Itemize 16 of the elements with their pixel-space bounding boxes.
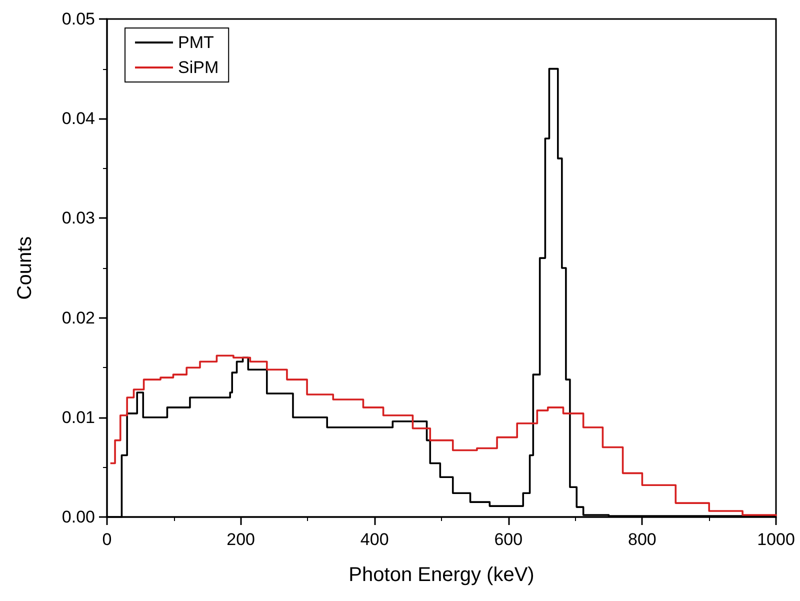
y-tick-label: 0.05	[62, 10, 95, 28]
x-axis-title: Photon Energy (keV)	[348, 564, 534, 586]
legend-label: SiPM	[178, 58, 219, 77]
legend-label: PMT	[178, 33, 214, 52]
y-tick-label: 0.03	[62, 208, 95, 228]
x-tick-label: 600	[494, 530, 523, 549]
y-tick-label: 0.00	[62, 508, 95, 526]
y-tick-label: 0.04	[62, 109, 95, 128]
x-tick-label: 1000	[757, 530, 795, 549]
x-tick-label: 0	[102, 530, 112, 549]
x-tick-label: 800	[628, 530, 656, 549]
y-tick-label: 0.02	[62, 308, 95, 328]
y-axis-title: Counts	[14, 236, 36, 300]
y-tick-label: 0.01	[62, 408, 95, 427]
x-tick-label: 400	[360, 530, 389, 549]
x-tick-label: 200	[226, 530, 255, 549]
